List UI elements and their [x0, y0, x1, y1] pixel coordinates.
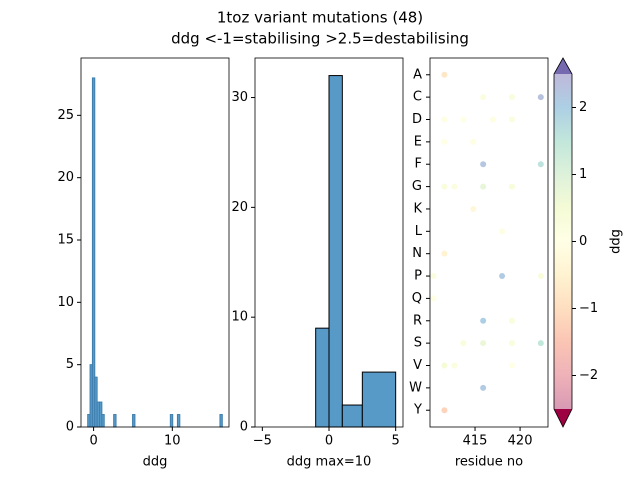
- point: [508, 362, 515, 369]
- y-tick-label: G: [412, 179, 422, 194]
- bar: [132, 414, 136, 428]
- colorbar-tick-label: 0: [579, 234, 587, 249]
- y-tick-label: 15: [57, 233, 74, 248]
- bar: [91, 77, 96, 428]
- x-tick-label: 420: [508, 434, 533, 449]
- point: [508, 183, 515, 190]
- chart-subtitle: ddg <-1=stabilising >2.5=destabilising: [171, 30, 469, 48]
- point: [441, 362, 448, 369]
- colorbar-outline: [553, 57, 573, 428]
- x-tick-label: 0: [89, 434, 97, 449]
- y-tick-label: L: [415, 224, 423, 239]
- colorbar: [554, 74, 572, 409]
- point: [460, 340, 467, 347]
- point: [480, 183, 487, 190]
- y-tick-label: D: [412, 112, 422, 127]
- point: [537, 94, 544, 101]
- point: [480, 161, 487, 168]
- y-tick-label: V: [413, 358, 422, 373]
- point: [490, 116, 497, 123]
- y-tick-label: P: [414, 269, 422, 284]
- bar: [341, 404, 363, 428]
- point: [508, 317, 515, 324]
- point: [480, 384, 487, 391]
- point: [441, 71, 448, 78]
- colorbar-extend-top: [554, 58, 572, 74]
- y-tick-label: 10: [231, 310, 248, 325]
- colorbar-extend-bottom: [554, 409, 572, 427]
- point: [537, 161, 544, 168]
- point: [508, 116, 515, 123]
- x-tick-label: 415: [463, 434, 488, 449]
- y-tick-label: 20: [57, 170, 74, 185]
- colorbar-tick-label: −1: [579, 301, 598, 316]
- point: [441, 116, 448, 123]
- chart-title: 1toz variant mutations (48): [217, 9, 423, 27]
- x-axis-label: ddg: [143, 455, 168, 470]
- x-tick-label: 0: [325, 434, 333, 449]
- point: [480, 94, 487, 101]
- bar: [176, 414, 181, 428]
- y-tick-label: E: [414, 134, 422, 149]
- axes-frame: [254, 57, 404, 428]
- point: [441, 183, 448, 190]
- y-tick-label: A: [413, 67, 422, 82]
- point: [470, 205, 477, 212]
- point: [451, 362, 458, 369]
- bar: [113, 414, 117, 428]
- x-tick-label: 10: [164, 434, 181, 449]
- y-tick-label: R: [413, 313, 422, 328]
- bar: [315, 327, 330, 428]
- bar: [361, 371, 397, 428]
- point: [430, 273, 437, 280]
- point: [508, 340, 515, 347]
- bar: [328, 75, 343, 428]
- axes-frame: [429, 57, 549, 428]
- point: [430, 295, 437, 302]
- y-tick-label: 20: [231, 200, 248, 215]
- point: [537, 340, 544, 347]
- colorbar-tick-label: 2: [579, 100, 587, 115]
- point: [451, 183, 458, 190]
- point: [499, 228, 506, 235]
- x-axis-label: ddg max=10: [287, 455, 372, 470]
- y-tick-label: Q: [412, 291, 422, 306]
- point: [537, 273, 544, 280]
- point: [480, 340, 487, 347]
- bar: [219, 414, 223, 428]
- y-tick-label: W: [409, 380, 422, 395]
- colorbar-label: ddg: [609, 229, 624, 254]
- y-tick-label: 5: [66, 357, 74, 372]
- point: [441, 138, 448, 145]
- y-tick-label: F: [415, 157, 422, 172]
- x-axis-label: residue no: [455, 455, 523, 470]
- y-tick-label: S: [414, 336, 422, 351]
- x-tick-label: −5: [253, 434, 272, 449]
- x-tick-label: 5: [392, 434, 400, 449]
- y-tick-label: K: [413, 201, 422, 216]
- y-tick-label: N: [412, 246, 422, 261]
- colorbar-tick-label: 1: [579, 167, 587, 182]
- bar: [101, 414, 105, 428]
- point: [441, 250, 448, 257]
- y-tick-label: 30: [231, 90, 248, 105]
- point: [441, 407, 448, 414]
- point: [470, 138, 477, 145]
- y-tick-label: 0: [66, 420, 74, 435]
- colorbar-tick-label: −2: [579, 368, 598, 383]
- point: [508, 94, 515, 101]
- y-tick-label: C: [413, 90, 422, 105]
- point: [460, 116, 467, 123]
- y-tick-label: 25: [57, 108, 74, 123]
- y-tick-label: Y: [413, 403, 422, 418]
- bar: [169, 414, 174, 428]
- y-tick-label: 0: [240, 420, 248, 435]
- point: [499, 273, 506, 280]
- point: [480, 317, 487, 324]
- y-tick-label: 10: [57, 295, 74, 310]
- axes-frame: [80, 57, 230, 428]
